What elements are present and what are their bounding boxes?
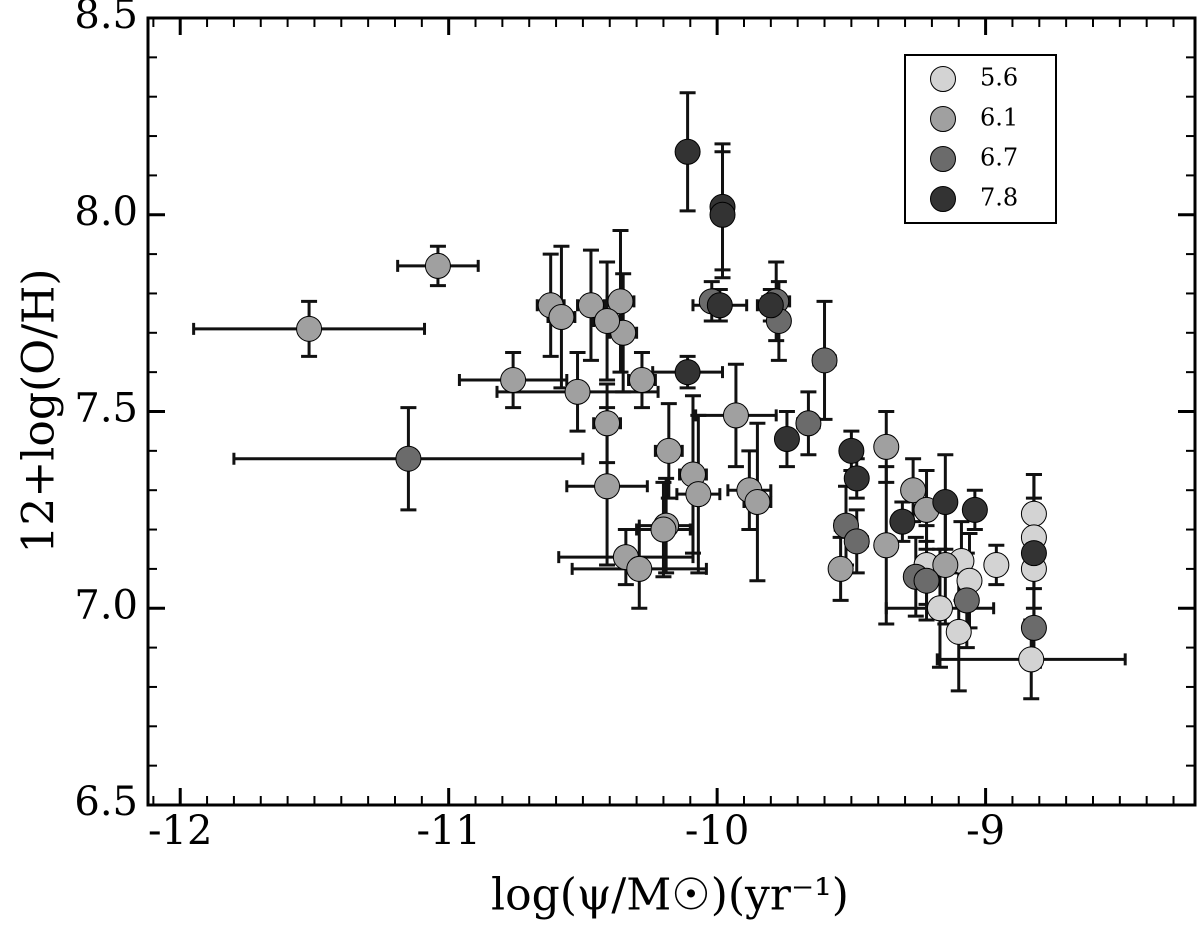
point bbox=[1020, 614, 1047, 641]
point bbox=[827, 555, 854, 582]
y-axis-label: 12+log(O/H) bbox=[14, 268, 65, 553]
point bbox=[900, 477, 927, 504]
point bbox=[838, 437, 865, 464]
point bbox=[674, 359, 701, 386]
point bbox=[795, 410, 822, 437]
legend-label: 5.6 bbox=[980, 64, 1018, 92]
x-tick-label: -9 bbox=[966, 808, 1005, 854]
x-tick-label: -10 bbox=[685, 808, 749, 854]
y-tick-label: 8.5 bbox=[74, 0, 138, 38]
point bbox=[424, 252, 451, 279]
point bbox=[594, 473, 621, 500]
point bbox=[395, 445, 422, 472]
point bbox=[889, 508, 916, 535]
point bbox=[843, 528, 870, 555]
point bbox=[548, 304, 575, 331]
point bbox=[296, 315, 323, 342]
legend-marker bbox=[930, 106, 956, 132]
point bbox=[628, 367, 655, 394]
legend-label: 6.1 bbox=[980, 104, 1018, 132]
point bbox=[945, 618, 972, 645]
x-axis-label: log(ψ/M☉)(yr⁻¹) bbox=[491, 870, 849, 921]
y-tick-label: 8.0 bbox=[74, 189, 138, 235]
point bbox=[577, 292, 604, 319]
point bbox=[626, 555, 653, 582]
point bbox=[932, 489, 959, 516]
point bbox=[926, 595, 953, 622]
point bbox=[722, 402, 749, 429]
point bbox=[655, 437, 682, 464]
point bbox=[873, 532, 900, 559]
legend-marker bbox=[930, 146, 956, 172]
point bbox=[500, 367, 527, 394]
point bbox=[709, 201, 736, 228]
point bbox=[1020, 540, 1047, 567]
point bbox=[744, 489, 771, 516]
point bbox=[913, 567, 940, 594]
point bbox=[674, 138, 701, 165]
point bbox=[594, 307, 621, 334]
point bbox=[685, 481, 712, 508]
x-tick-label: -11 bbox=[416, 808, 480, 854]
legend-box bbox=[904, 54, 1057, 224]
point bbox=[1018, 646, 1045, 673]
y-tick-label: 7.0 bbox=[74, 582, 138, 628]
point bbox=[594, 410, 621, 437]
x-tick-label: -12 bbox=[148, 808, 212, 854]
point bbox=[932, 551, 959, 578]
point bbox=[564, 378, 591, 405]
point bbox=[961, 496, 988, 523]
legend-label: 6.7 bbox=[980, 144, 1018, 172]
point bbox=[983, 551, 1010, 578]
point bbox=[773, 426, 800, 453]
point bbox=[650, 516, 677, 543]
legend-label: 7.8 bbox=[980, 184, 1018, 212]
point bbox=[1020, 500, 1047, 527]
y-tick-label: 6.5 bbox=[74, 779, 138, 825]
point bbox=[706, 292, 733, 319]
point bbox=[953, 587, 980, 614]
point bbox=[607, 288, 634, 315]
point bbox=[811, 347, 838, 374]
legend-marker bbox=[930, 186, 956, 212]
point bbox=[873, 433, 900, 460]
point bbox=[843, 465, 870, 492]
y-tick-label: 7.5 bbox=[74, 386, 138, 432]
legend-marker bbox=[930, 66, 956, 92]
point bbox=[757, 292, 784, 319]
plot-frame bbox=[146, 16, 1197, 807]
